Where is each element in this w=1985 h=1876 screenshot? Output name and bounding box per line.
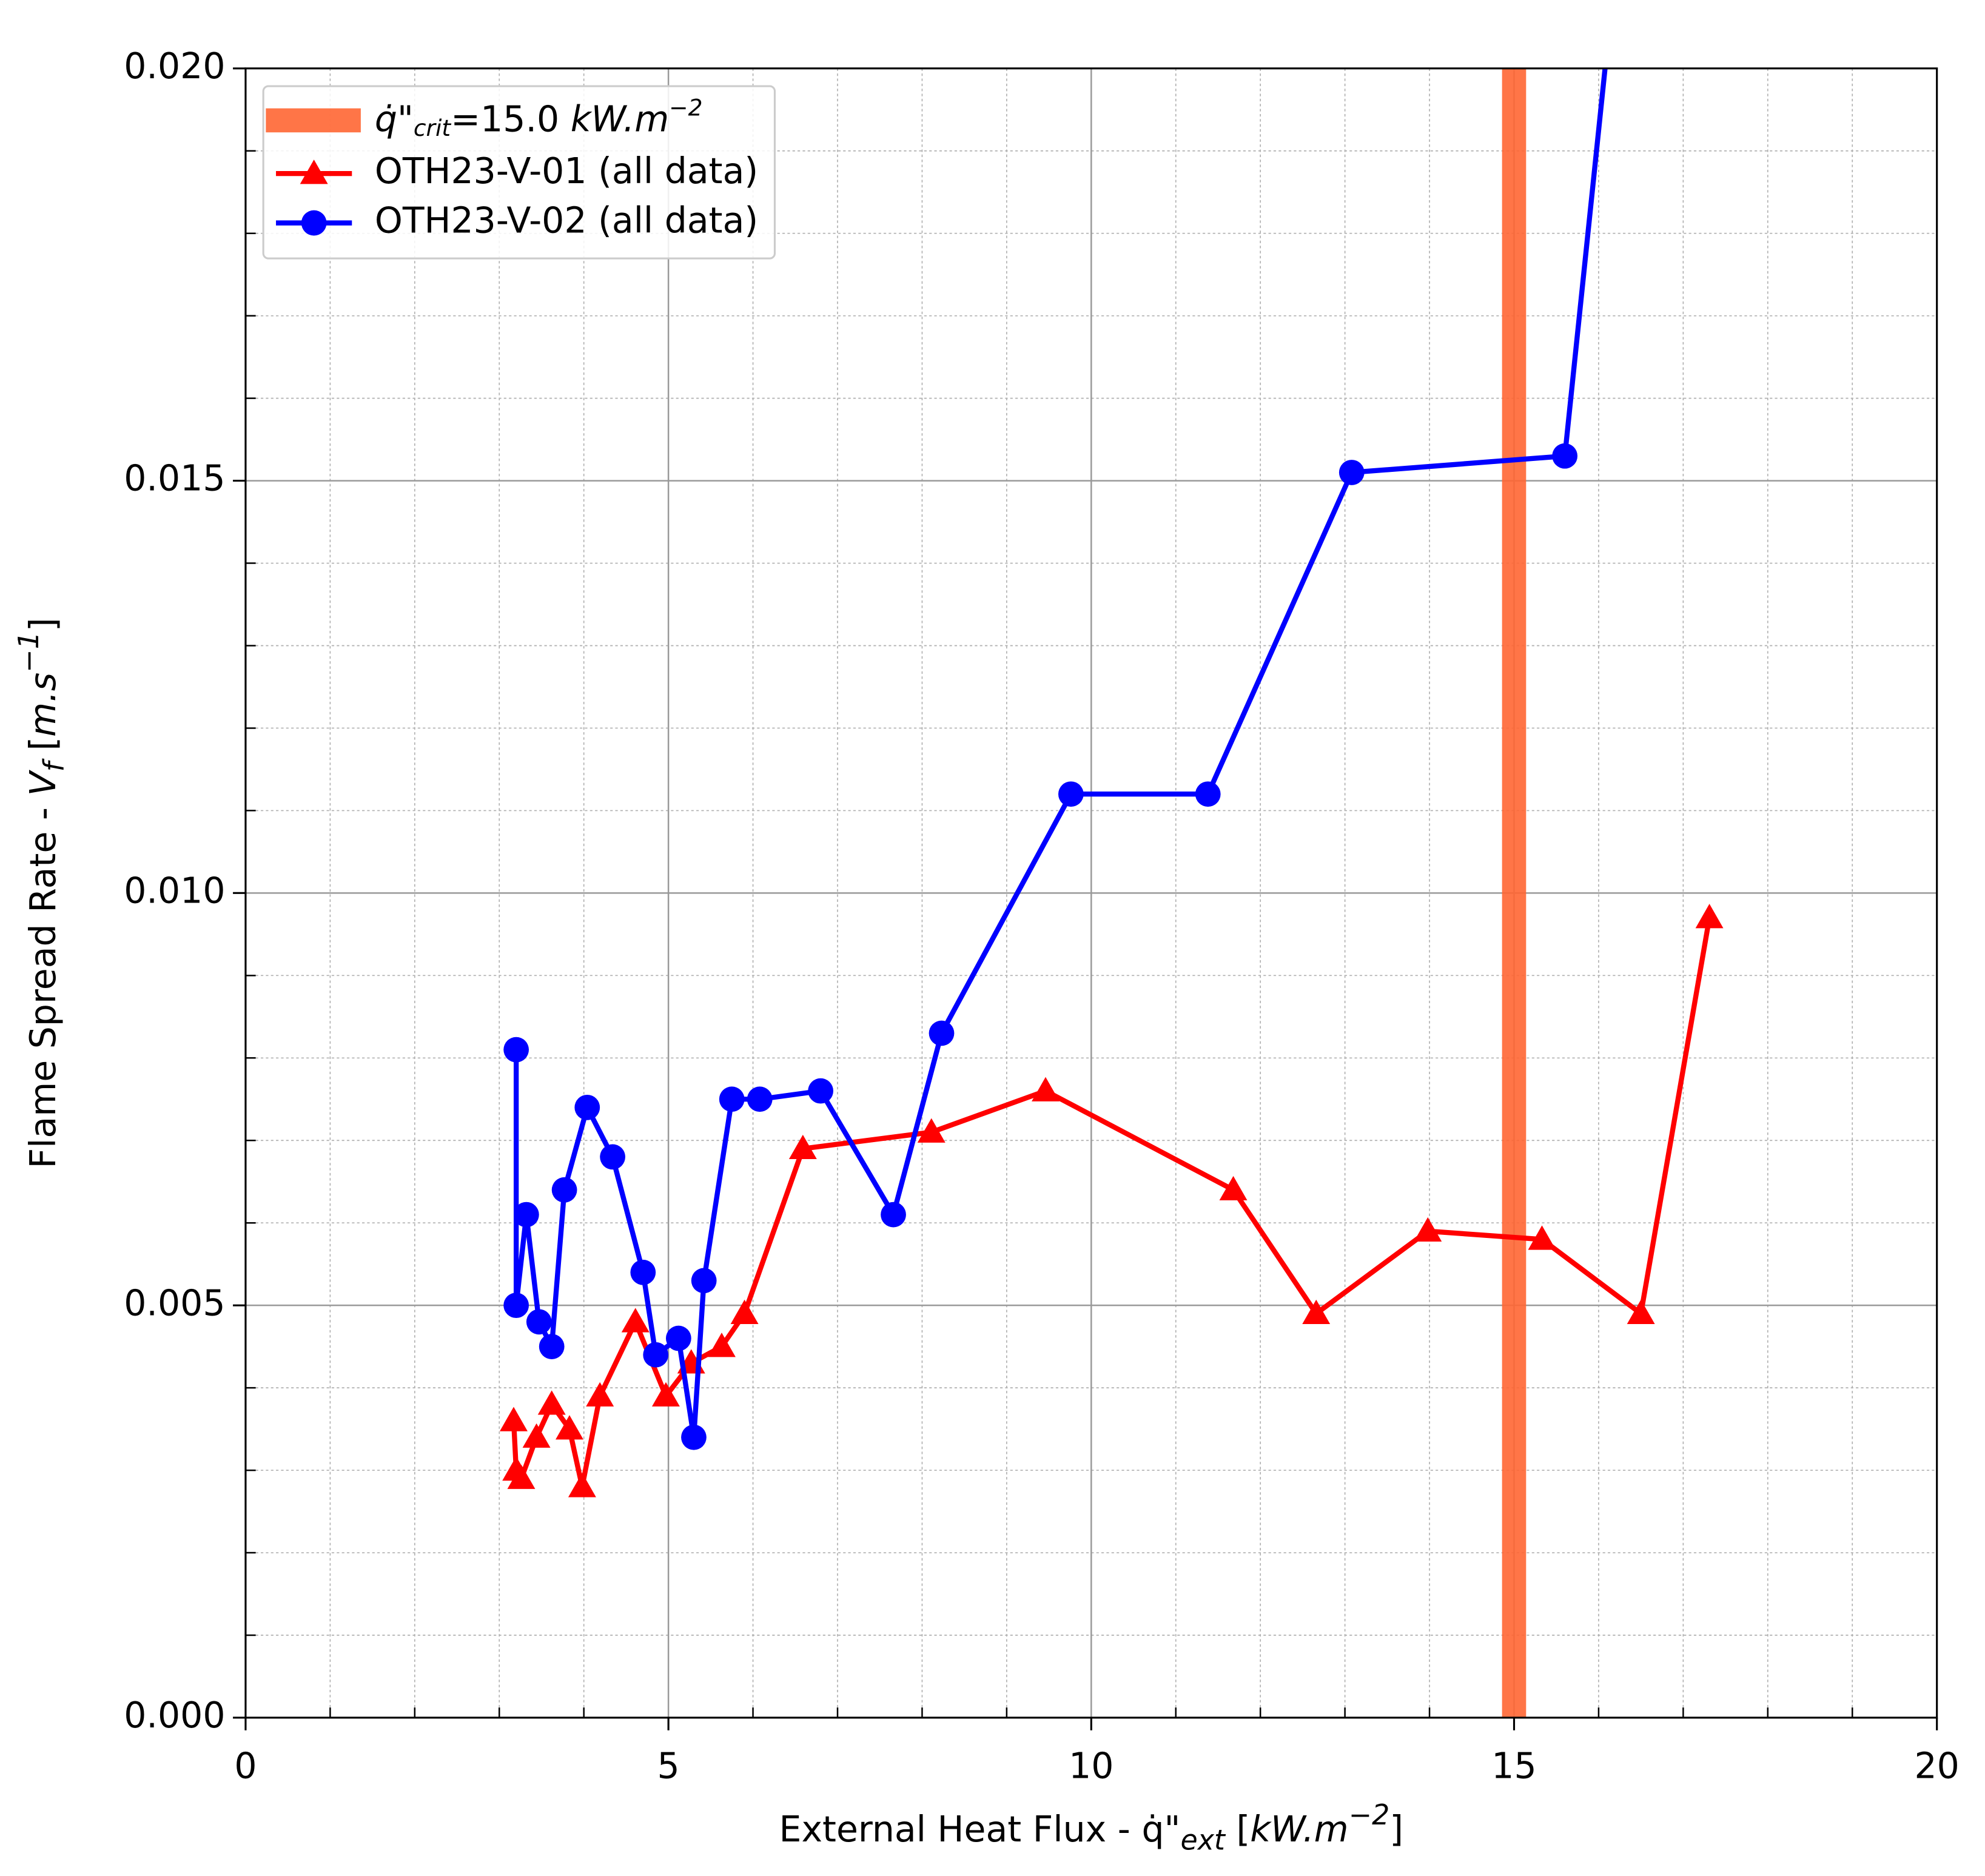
data-point: [681, 1424, 707, 1450]
data-point: [1058, 781, 1084, 807]
data-point: [730, 1299, 759, 1324]
data-point: [1338, 460, 1365, 485]
data-point: [1528, 1225, 1556, 1250]
data-point: [621, 1308, 650, 1333]
data-point: [574, 1094, 600, 1120]
y-tick-label: 0.020: [124, 45, 225, 87]
legend-marker: [300, 160, 328, 184]
y-label-part: [: [22, 737, 64, 762]
legend-label-part: kW.m: [571, 99, 669, 140]
data-point: [1552, 443, 1578, 469]
data-point: [537, 1390, 566, 1415]
x-tick-label: 0: [234, 1746, 257, 1787]
data-point: [643, 1342, 669, 1368]
y-axis-label: Flame Spread Rate - Vf [m.s−1]: [12, 617, 70, 1168]
data-point: [522, 1423, 551, 1448]
data-point: [568, 1473, 596, 1498]
data-point: [551, 1177, 577, 1203]
legend-label-part: =15.0: [451, 99, 571, 140]
legend-label-part: q̇": [375, 99, 414, 140]
legend-label: OTH23-V-01 (all data): [375, 150, 758, 192]
data-point: [556, 1415, 583, 1440]
data-point: [503, 1037, 529, 1063]
data-point: [1414, 1217, 1442, 1242]
data-point: [719, 1086, 745, 1112]
data-point: [747, 1086, 773, 1112]
data-point: [526, 1309, 552, 1335]
data-point: [1032, 1077, 1060, 1101]
y-label-sup: −1: [12, 631, 45, 673]
y-tick-label: 0.005: [124, 1282, 225, 1323]
data-point: [708, 1333, 736, 1357]
data-point: [586, 1382, 614, 1407]
data-point: [630, 1259, 656, 1285]
x-tick-label: 20: [1914, 1746, 1959, 1787]
x-tick-label: 15: [1491, 1746, 1536, 1787]
legend-label-sub: crit: [414, 115, 452, 141]
legend: q̇"crit=15.0 kW.m−2 OTH23-V-01 (all data…: [262, 85, 776, 260]
y-tick-label: 0.010: [124, 870, 225, 911]
data-point: [500, 1407, 528, 1431]
data-point: [651, 1382, 680, 1407]
legend-marker: [301, 210, 327, 236]
y-tick-label: 0.000: [124, 1695, 225, 1736]
y-label-part: m.s: [22, 673, 64, 737]
data-point: [665, 1325, 691, 1351]
data-point: [503, 1293, 529, 1319]
data-point: [539, 1334, 565, 1360]
y-label-part: Flame Spread Rate -: [22, 796, 64, 1168]
x-label-sub: ext: [1180, 1823, 1226, 1856]
plot-area: [500, 68, 1724, 1718]
data-point: [1627, 1299, 1655, 1324]
data-point: [788, 1134, 817, 1160]
axes: 0 5 10 15 20 0.000 0.005 0.010 0.015 0.020: [124, 45, 1960, 1787]
y-label-part: V: [22, 769, 64, 796]
data-point: [600, 1144, 625, 1170]
data-point: [929, 1020, 955, 1046]
y-tick-label: 0.015: [124, 458, 225, 499]
data-point: [691, 1268, 717, 1294]
y-label-part: ]: [22, 617, 64, 631]
data-point: [808, 1078, 833, 1104]
data-point: [1302, 1299, 1331, 1324]
legend-label-sup: −2: [669, 94, 702, 121]
data-point: [881, 1202, 906, 1228]
x-tick-label: 10: [1069, 1746, 1113, 1787]
legend-label: OTH23-V-02 (all data): [375, 200, 758, 241]
data-point: [514, 1202, 539, 1228]
x-axis-label: External Heat Flux - q̇"ext [kW.m−2]: [779, 1798, 1404, 1856]
legend-box: [262, 85, 776, 260]
x-label-part: ]: [1389, 1809, 1403, 1850]
x-label-part: [: [1225, 1809, 1250, 1850]
data-point: [1195, 781, 1221, 807]
x-label-sup: −2: [1349, 1798, 1390, 1831]
y-label-sub: f: [37, 758, 70, 772]
data-point: [1695, 904, 1724, 929]
series-line: [511, 917, 1712, 1490]
x-label-part: External Heat Flux - q̇": [779, 1809, 1181, 1850]
data-point: [917, 1118, 945, 1143]
x-tick-label: 5: [657, 1746, 680, 1787]
legend-label: q̇"crit=15.0 kW.m−2: [375, 94, 703, 141]
data-point: [507, 1464, 536, 1489]
x-label-part: kW.m: [1250, 1809, 1348, 1850]
data-point: [1219, 1175, 1248, 1201]
